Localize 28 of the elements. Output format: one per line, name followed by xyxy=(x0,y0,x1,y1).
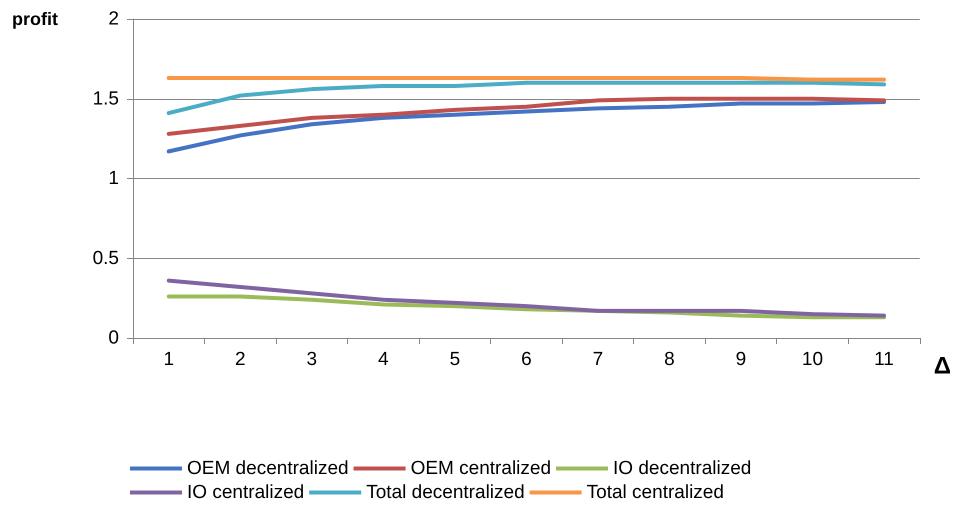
line-series xyxy=(166,96,886,136)
y-tick-label: 0 xyxy=(108,328,119,348)
y-tick-label: 0.5 xyxy=(92,248,119,269)
x-axis-title: Δ xyxy=(934,352,951,380)
y-axis-title: profit xyxy=(12,9,58,29)
y-tick-label: 1.5 xyxy=(92,88,119,110)
x-tick-label: 7 xyxy=(592,349,604,370)
legend-label: OEM centralized xyxy=(410,458,552,479)
legend-label: IO centralized xyxy=(187,482,304,503)
y-tick-label: 2 xyxy=(108,8,119,30)
x-tick-label: 8 xyxy=(664,349,675,370)
line-series xyxy=(166,80,886,116)
x-tick-label: 4 xyxy=(378,349,390,370)
x-tick-label: 11 xyxy=(874,349,894,370)
x-tick-label: 10 xyxy=(802,349,824,370)
line-series xyxy=(166,100,886,154)
x-tick-label: 2 xyxy=(234,349,246,370)
y-tick-label: 1 xyxy=(108,168,119,189)
line-series xyxy=(166,278,886,318)
x-tick-label: 9 xyxy=(736,349,746,370)
x-tick-label: 6 xyxy=(521,349,532,370)
legend-label: Total centralized xyxy=(586,482,724,503)
x-tick-label: 1 xyxy=(163,349,174,370)
legend-label: OEM decentralized xyxy=(187,458,349,479)
legend-label: IO decentralized xyxy=(613,458,752,479)
legend-label: Total decentralized xyxy=(366,482,525,503)
x-tick-label: 5 xyxy=(450,349,460,370)
x-tick-label: 3 xyxy=(306,349,318,370)
